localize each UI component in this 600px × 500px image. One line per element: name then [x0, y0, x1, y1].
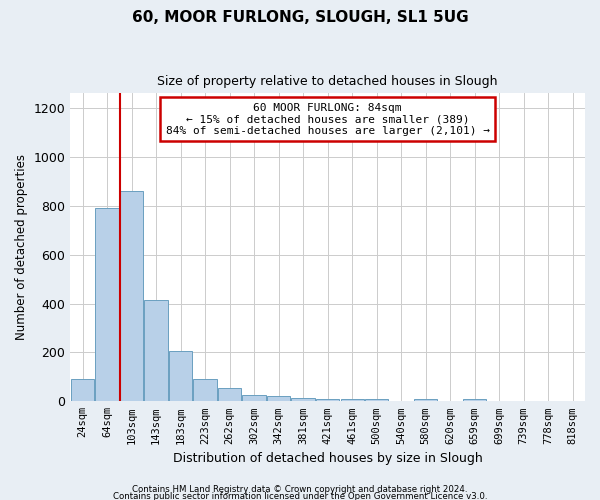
Bar	[267, 396, 290, 402]
Y-axis label: Number of detached properties: Number of detached properties	[15, 154, 28, 340]
Bar	[145, 300, 168, 402]
Bar	[414, 399, 437, 402]
Bar	[242, 395, 266, 402]
Title: Size of property relative to detached houses in Slough: Size of property relative to detached ho…	[157, 75, 498, 88]
Bar	[292, 398, 315, 402]
Bar	[95, 208, 119, 402]
Text: Contains public sector information licensed under the Open Government Licence v3: Contains public sector information licen…	[113, 492, 487, 500]
Bar	[169, 351, 192, 402]
X-axis label: Distribution of detached houses by size in Slough: Distribution of detached houses by size …	[173, 452, 482, 465]
Bar	[218, 388, 241, 402]
Text: 60 MOOR FURLONG: 84sqm
← 15% of detached houses are smaller (389)
84% of semi-de: 60 MOOR FURLONG: 84sqm ← 15% of detached…	[166, 102, 490, 136]
Bar	[71, 380, 94, 402]
Bar	[341, 399, 364, 402]
Text: 60, MOOR FURLONG, SLOUGH, SL1 5UG: 60, MOOR FURLONG, SLOUGH, SL1 5UG	[131, 10, 469, 25]
Bar	[316, 399, 339, 402]
Bar	[463, 399, 487, 402]
Text: Contains HM Land Registry data © Crown copyright and database right 2024.: Contains HM Land Registry data © Crown c…	[132, 484, 468, 494]
Bar	[193, 380, 217, 402]
Bar	[120, 191, 143, 402]
Bar	[365, 399, 388, 402]
